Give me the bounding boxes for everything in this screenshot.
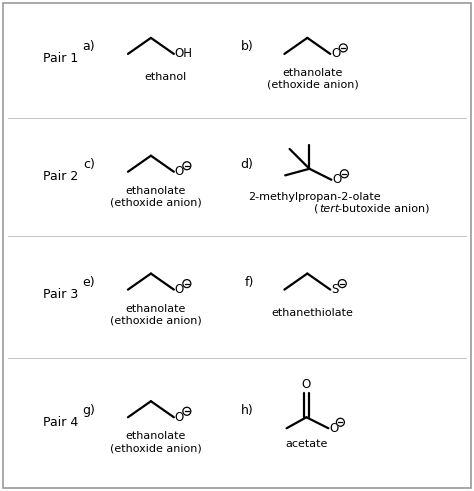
Text: S: S <box>331 283 338 296</box>
Text: Pair 1: Pair 1 <box>43 53 78 65</box>
Circle shape <box>183 407 191 415</box>
Text: Pair 2: Pair 2 <box>43 170 78 183</box>
Text: Pair 3: Pair 3 <box>43 288 78 301</box>
Text: O: O <box>175 283 184 296</box>
Text: ethanolate: ethanolate <box>282 68 343 78</box>
Text: O: O <box>329 422 338 435</box>
Circle shape <box>338 279 346 288</box>
Text: 2-methylpropan-2-olate: 2-methylpropan-2-olate <box>248 192 381 202</box>
Text: Pair 4: Pair 4 <box>43 416 78 429</box>
Circle shape <box>183 162 191 170</box>
Text: O: O <box>331 48 340 60</box>
Text: O: O <box>302 378 311 391</box>
Text: (ethoxide anion): (ethoxide anion) <box>110 316 202 326</box>
Text: h): h) <box>241 404 254 417</box>
Text: (ethoxide anion): (ethoxide anion) <box>110 198 202 208</box>
Circle shape <box>339 44 347 52</box>
Text: g): g) <box>82 404 95 417</box>
Text: ethanolate: ethanolate <box>126 431 186 441</box>
Text: O: O <box>332 173 342 186</box>
Circle shape <box>183 279 191 288</box>
Text: d): d) <box>241 158 254 171</box>
Text: b): b) <box>241 40 254 54</box>
Text: O: O <box>175 411 184 424</box>
Text: ethanolate: ethanolate <box>126 303 186 314</box>
Text: c): c) <box>83 158 95 171</box>
Text: -butoxide anion): -butoxide anion) <box>338 204 430 214</box>
Circle shape <box>337 418 345 426</box>
Circle shape <box>340 170 348 178</box>
Text: e): e) <box>82 276 95 289</box>
Text: tert: tert <box>319 204 340 214</box>
Text: acetate: acetate <box>285 439 328 449</box>
Text: (: ( <box>314 204 319 214</box>
Text: ethanethiolate: ethanethiolate <box>272 307 353 318</box>
Text: (ethoxide anion): (ethoxide anion) <box>266 80 358 90</box>
Text: O: O <box>175 165 184 178</box>
Text: (ethoxide anion): (ethoxide anion) <box>110 443 202 453</box>
Text: ethanol: ethanol <box>145 72 187 82</box>
Text: a): a) <box>82 40 95 54</box>
Text: ethanolate: ethanolate <box>126 186 186 196</box>
Text: f): f) <box>244 276 254 289</box>
Text: OH: OH <box>175 48 193 60</box>
